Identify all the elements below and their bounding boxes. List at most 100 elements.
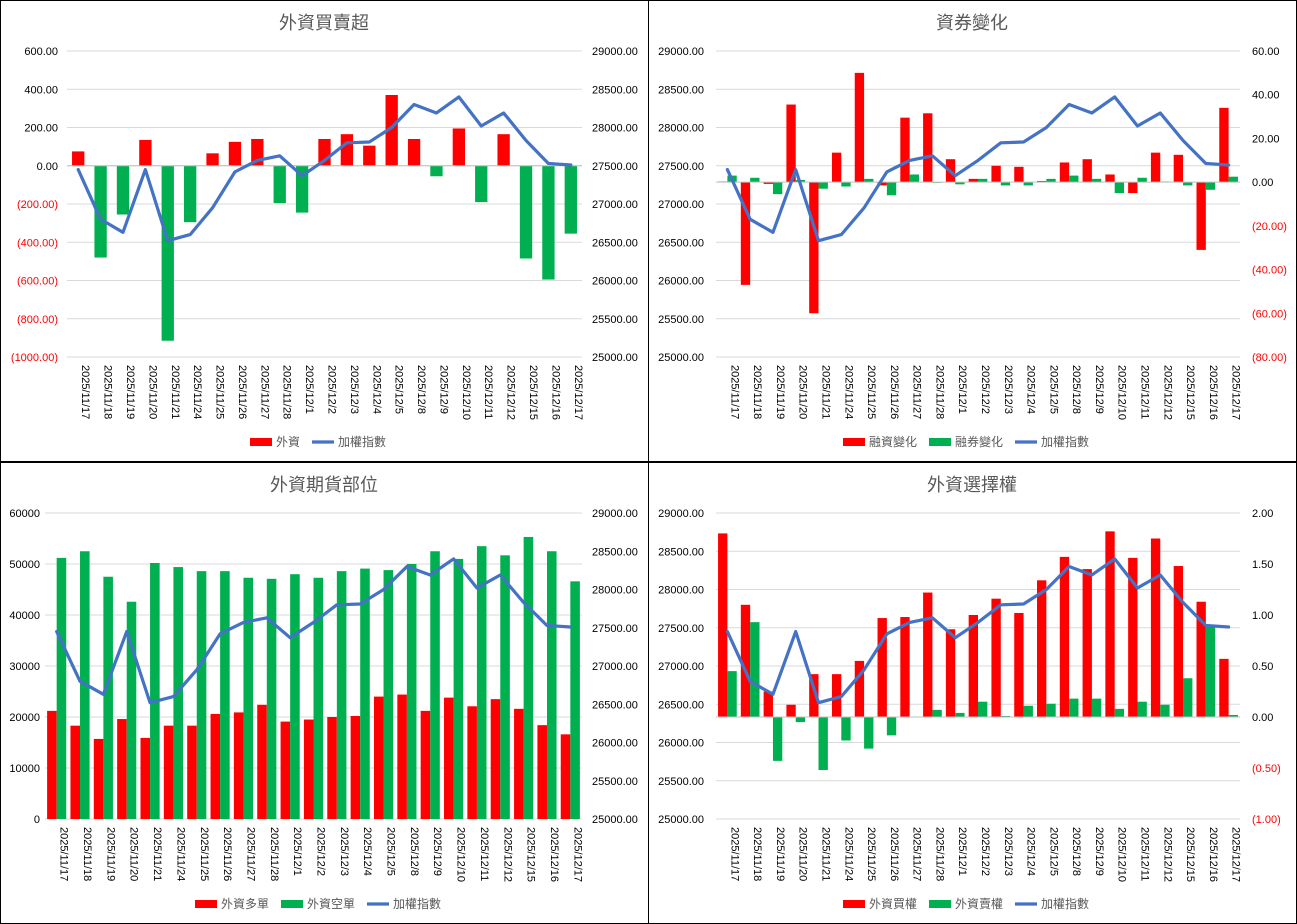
x-axis-date-label: 2025/11/20 — [128, 827, 140, 881]
x-axis-date-label: 2025/11/20 — [797, 365, 809, 419]
x-axis-date-label: 2025/12/10 — [460, 365, 472, 420]
bar-外資多單-2025/11/18 — [70, 725, 81, 819]
right-axis-tick-label: 40.00 — [1252, 90, 1280, 102]
bar-外資-2025/12/3 — [340, 134, 354, 166]
x-axis-date-label: 2025/12/16 — [1207, 827, 1219, 882]
left-axis-tick-label: 20000 — [9, 712, 40, 724]
x-axis-date-label: 2025/12/4 — [1025, 827, 1037, 876]
x-axis-date-label: 2025/11/18 — [102, 365, 114, 419]
x-axis-date-label: 2025/12/4 — [1025, 365, 1037, 414]
bar-融券變化-2025/12/15 — [1183, 182, 1193, 186]
x-axis-date-label: 2025/12/3 — [1002, 365, 1014, 414]
bar-融券變化-2025/11/25 — [864, 178, 874, 183]
x-axis-date-label: 2025/12/17 — [571, 827, 583, 882]
bar-外資-2025/12/8 — [407, 138, 421, 166]
right-axis-tick-label: 27000.00 — [592, 199, 638, 211]
bar-外資賣權-2025/12/15 — [1183, 678, 1193, 717]
bar-外資空單-2025/12/9 — [430, 551, 440, 819]
left-axis-tick-label: (800.00) — [17, 314, 58, 326]
x-axis-date-label: 2025/12/2 — [326, 365, 338, 414]
left-axis-tick-label: (600.00) — [17, 276, 58, 288]
bar-外資空單-2025/11/26 — [220, 571, 230, 819]
right-axis-tick-label: 27000.00 — [592, 661, 638, 673]
bar-外資空單-2025/11/21 — [150, 562, 160, 819]
bar-外資買權-2025/11/21 — [809, 674, 819, 717]
right-axis-tick-label: 29000.00 — [592, 46, 638, 58]
x-axis-date-label: 2025/11/17 — [728, 365, 740, 419]
bar-外資買權-2025/12/2 — [968, 615, 978, 717]
bar-外資賣權-2025/12/17 — [1228, 714, 1238, 717]
bar-外資買權-2025/11/24 — [831, 674, 842, 717]
chart-title: 外資買賣超 — [279, 13, 369, 33]
bar-外資買權-2025/11/25 — [854, 660, 865, 717]
bar-外資多單-2025/12/1 — [280, 721, 291, 819]
left-axis-tick-label: 50000 — [9, 559, 40, 571]
bar-外資多單-2025/12/10 — [444, 697, 454, 819]
x-axis-date-label: 2025/12/3 — [1002, 827, 1014, 876]
right-axis-tick-label: (80.00) — [1252, 352, 1287, 364]
x-axis-date-label: 2025/12/16 — [548, 827, 560, 882]
bar-融資變化-2025/11/24 — [831, 152, 842, 183]
bar-外資賣權-2025/12/9 — [1091, 698, 1102, 717]
bar-外資空單-2025/12/1 — [290, 574, 300, 819]
right-axis-tick-label: 25500.00 — [592, 314, 638, 326]
legend-swatch — [250, 438, 272, 446]
x-axis-date-label: 2025/12/12 — [1161, 365, 1173, 420]
bar-外資多單-2025/11/28 — [257, 704, 267, 819]
x-axis-date-label: 2025/11/27 — [911, 827, 923, 881]
right-axis-tick-label: 28500.00 — [592, 84, 638, 96]
right-axis-tick-label: 25000.00 — [592, 352, 638, 364]
bar-融券變化-2025/12/2 — [978, 178, 988, 183]
bar-融資變化-2025/11/25 — [854, 72, 865, 183]
bar-外資多單-2025/11/20 — [117, 719, 127, 819]
bar-外資賣權-2025/12/10 — [1114, 708, 1125, 717]
x-axis-date-label: 2025/11/18 — [81, 827, 93, 881]
x-axis-date-label: 2025/11/27 — [911, 365, 923, 419]
bar-外資買權-2025/11/17 — [718, 533, 728, 717]
bar-外資空單-2025/12/15 — [523, 536, 534, 819]
divider-horizontal — [0, 461, 1297, 463]
right-axis-tick-label: 0.00 — [1252, 712, 1273, 724]
x-axis-date-label: 2025/12/5 — [1047, 365, 1059, 414]
bar-外資賣權-2025/11/28 — [932, 709, 942, 717]
x-axis-date-label: 2025/11/21 — [169, 365, 181, 419]
bar-外資賣權-2025/11/21 — [818, 717, 828, 771]
bar-外資多單-2025/11/24 — [163, 725, 174, 819]
bar-融資變化-2025/11/19 — [763, 182, 773, 184]
bar-外資空單-2025/11/25 — [196, 571, 207, 819]
bar-外資賣權-2025/11/18 — [750, 622, 760, 717]
bar-融資變化-2025/12/4 — [1014, 166, 1024, 183]
left-axis-tick-label: 29000.00 — [658, 46, 704, 58]
bar-外資買權-2025/11/20 — [786, 704, 796, 717]
bar-外資-2025/12/11 — [475, 165, 488, 203]
right-axis-tick-label: (60.00) — [1252, 308, 1287, 320]
right-axis-tick-label: 60.00 — [1252, 46, 1280, 58]
bar-外資多單-2025/11/19 — [93, 738, 104, 819]
bar-外資賣權-2025/12/3 — [1000, 715, 1011, 717]
bar-外資多單-2025/12/2 — [303, 719, 314, 819]
left-axis-tick-label: 400.00 — [24, 84, 58, 96]
bar-外資買權-2025/11/28 — [923, 592, 933, 717]
left-axis-tick-label: 27500.00 — [658, 161, 704, 173]
left-axis-tick-label: 28500.00 — [658, 84, 704, 96]
x-axis-date-label: 2025/12/16 — [1207, 365, 1219, 420]
bar-外資-2025/11/19 — [116, 165, 130, 215]
x-axis-date-label: 2025/12/8 — [1070, 827, 1082, 876]
x-axis-date-label: 2025/12/11 — [482, 365, 494, 419]
left-axis-tick-label: (400.00) — [17, 237, 58, 249]
x-axis-date-label: 2025/12/17 — [1230, 827, 1242, 882]
left-axis-tick-label: (200.00) — [17, 199, 58, 211]
x-axis-date-label: 2025/12/9 — [431, 827, 443, 876]
bar-外資-2025/11/21 — [161, 165, 174, 341]
right-axis-tick-label: 28000.00 — [592, 123, 638, 135]
bar-外資買權-2025/11/18 — [740, 604, 751, 717]
legend-label: 外資多單 — [221, 897, 269, 911]
left-axis-tick-label: 200.00 — [24, 123, 58, 135]
line-加權指數 — [55, 557, 572, 705]
left-axis-tick-label: 27500.00 — [658, 623, 704, 635]
bar-外資買權-2025/12/9 — [1082, 569, 1092, 717]
x-axis-date-label: 2025/11/26 — [236, 365, 248, 419]
x-axis-date-label: 2025/12/8 — [415, 365, 427, 414]
bar-外資-2025/12/12 — [497, 134, 510, 166]
left-axis-tick-label: 26500.00 — [658, 699, 704, 711]
